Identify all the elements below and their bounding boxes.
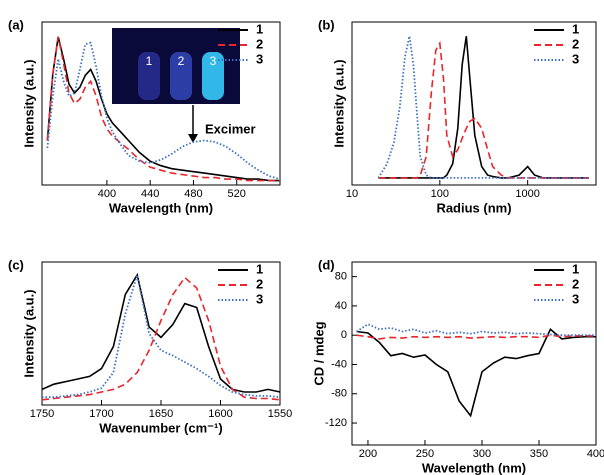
legend-label: 3: [256, 51, 263, 66]
series-line: [42, 274, 281, 399]
x-tick-label: 100: [431, 188, 449, 200]
x-tick-label: 350: [530, 448, 548, 460]
x-tick-label: 400: [98, 188, 116, 200]
legend-label: 1: [256, 21, 263, 36]
inset-photo: [112, 28, 240, 104]
y-tick-label: -120: [325, 417, 347, 429]
x-tick-label: 1000: [515, 188, 539, 200]
x-tick-label: 1600: [208, 408, 232, 420]
legend-label: 2: [256, 276, 263, 291]
x-tick-label: 1550: [268, 408, 292, 420]
y-tick-label: -40: [331, 358, 347, 370]
x-tick-label: 300: [473, 448, 491, 460]
series-line: [41, 272, 281, 393]
y-axis-label: Intensity (a.u.): [21, 59, 36, 147]
x-axis-label: Radius (nm): [436, 200, 511, 215]
arrow-head: [188, 134, 198, 143]
series-line: [41, 276, 281, 401]
x-tick-label: 10: [346, 188, 358, 200]
series-line: [356, 334, 596, 340]
legend-label: 3: [256, 291, 263, 306]
x-tick-label: 520: [228, 188, 246, 200]
legend-label: 1: [256, 261, 263, 276]
legend-label: 3: [572, 291, 579, 306]
x-tick-label: 200: [359, 448, 377, 460]
x-tick-label: 440: [141, 188, 159, 200]
series-line: [46, 36, 280, 182]
legend-label: 3: [572, 51, 579, 66]
plot-frame: [351, 261, 597, 446]
y-axis-label: Intensity (a.u.): [331, 59, 346, 147]
x-tick-label: 1650: [149, 408, 173, 420]
series-line: [378, 36, 589, 179]
panel-label: (d): [318, 257, 335, 272]
y-tick-label: 80: [335, 271, 347, 283]
x-tick-label: 250: [416, 448, 434, 460]
x-tick-label: 1750: [30, 408, 54, 420]
legend-label: 2: [572, 36, 579, 51]
inset-label: 3: [210, 54, 217, 68]
y-axis-label: CD / mdeg: [311, 321, 326, 385]
plot-frame: [351, 21, 597, 186]
y-tick-label: 40: [335, 300, 347, 312]
inset-label: 2: [178, 54, 185, 68]
legend-label: 1: [572, 261, 579, 276]
inset-label: 1: [146, 54, 153, 68]
x-tick-label: 400: [587, 448, 604, 460]
legend-label: 1: [572, 21, 579, 36]
x-axis-label: Wavelength (nm): [422, 460, 526, 475]
series-line: [46, 41, 281, 180]
legend-label: 2: [256, 36, 263, 51]
annotation: Excimer: [205, 121, 256, 136]
series-line: [378, 40, 589, 179]
plot-frame: [41, 21, 281, 186]
series-line: [356, 323, 596, 337]
x-tick-label: 1700: [89, 408, 113, 420]
series-line: [46, 36, 280, 182]
plot-frame: [41, 261, 281, 406]
series-line: [377, 36, 589, 179]
x-tick-label: 480: [184, 188, 202, 200]
x-axis-label: Wavenumber (cm⁻¹): [99, 420, 222, 435]
series-line: [356, 328, 596, 418]
panel-label: (b): [318, 17, 335, 32]
x-axis-label: Wavelength (nm): [109, 200, 213, 215]
panel-label: (c): [8, 257, 24, 272]
y-tick-label: 0: [341, 329, 347, 341]
panel-label: (a): [8, 17, 24, 32]
y-axis-label: Intensity (a.u.): [21, 289, 36, 377]
y-tick-label: -80: [331, 388, 347, 400]
legend-label: 2: [572, 276, 579, 291]
